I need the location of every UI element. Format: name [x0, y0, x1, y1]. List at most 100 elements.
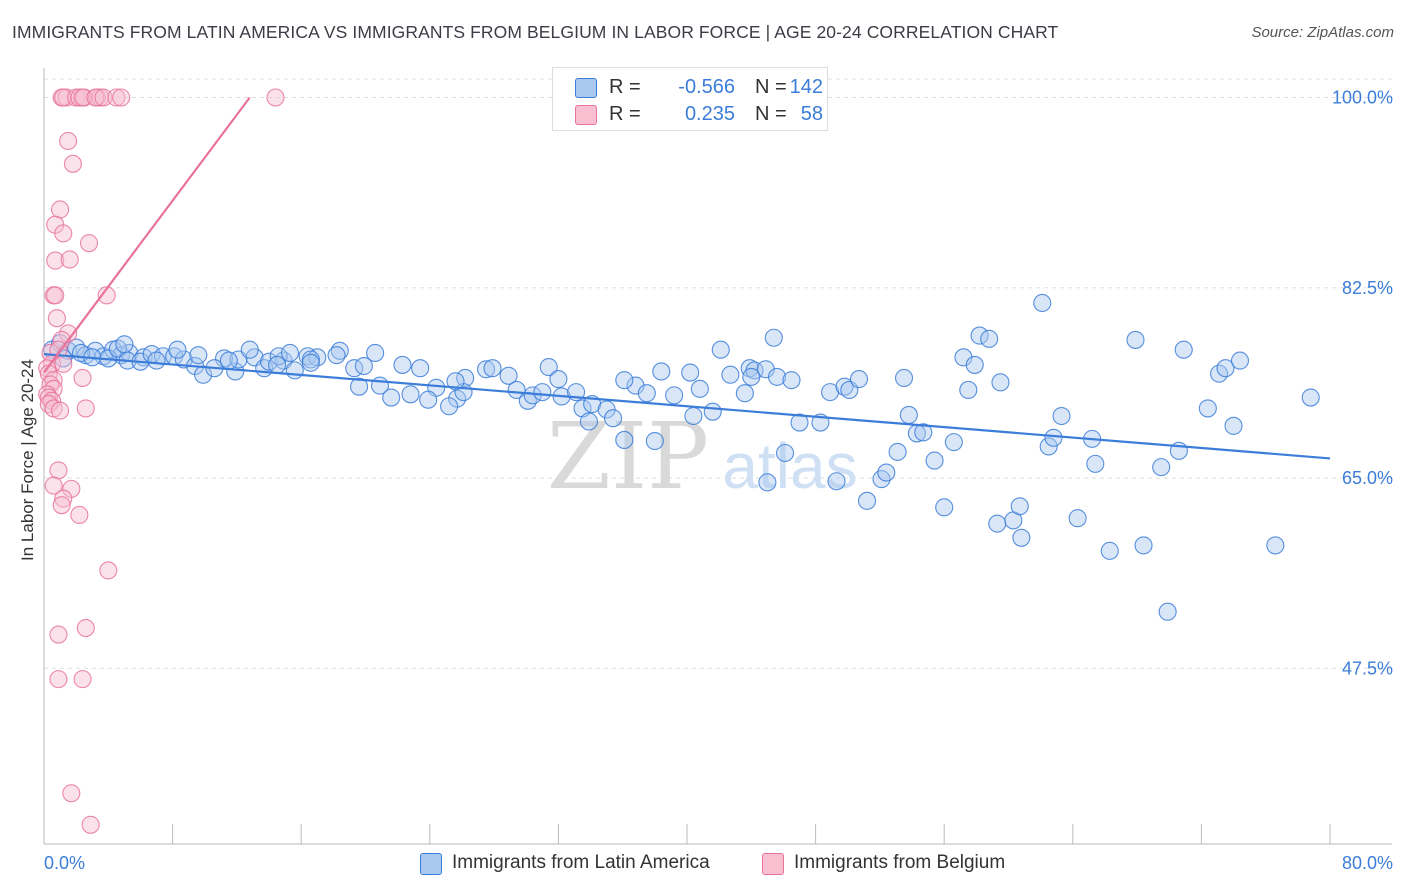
data-point-latin-america [219, 351, 238, 370]
data-point-latin-america [1044, 428, 1063, 447]
data-point-latin-america [894, 368, 914, 388]
data-point-latin-america [189, 346, 208, 365]
data-point-latin-america [533, 383, 552, 402]
data-point-latin-america [782, 371, 801, 390]
legend-r-value: -0.566 [678, 76, 735, 98]
data-point-belgium [59, 131, 78, 151]
data-point-belgium [54, 224, 73, 243]
legend-n-value: 142 [789, 76, 823, 98]
legend-r-label: R = [609, 76, 641, 98]
legend-n-value: 58 [800, 103, 823, 125]
data-point-latin-america [764, 328, 783, 347]
data-point-belgium [70, 505, 89, 525]
data-point-belgium [112, 88, 131, 107]
y-axis-label: In Labor Force | Age 20-24 [18, 359, 37, 561]
data-point-belgium [76, 618, 95, 638]
data-point-latin-america [268, 355, 287, 374]
data-point-latin-america [1266, 536, 1285, 555]
data-point-belgium [266, 88, 285, 107]
data-point-latin-america [959, 380, 978, 399]
data-point-latin-america [1230, 351, 1250, 370]
data-point-belgium [39, 388, 58, 407]
data-point-latin-america [456, 368, 475, 388]
legend-n-label: N = [755, 103, 787, 125]
bottom-legend-label: Immigrants from Latin America [452, 852, 710, 873]
data-point-belgium [94, 88, 113, 107]
y-tick-label: 82.5% [1342, 278, 1393, 298]
data-point-latin-america [965, 355, 984, 374]
data-point-belgium [73, 368, 92, 388]
data-point-latin-america [991, 373, 1010, 392]
data-point-latin-america [615, 430, 634, 450]
data-point-latin-america [637, 384, 656, 403]
x-tick-label: 80.0% [1342, 853, 1393, 873]
data-point-latin-america [1134, 536, 1153, 555]
data-point-belgium [97, 286, 116, 305]
trend-line-belgium [43, 96, 251, 374]
data-point-belgium [54, 489, 73, 508]
data-point-latin-america [446, 372, 465, 391]
trend-lines [43, 96, 1331, 460]
data-point-latin-america [652, 362, 671, 381]
data-point-latin-america [440, 397, 459, 416]
data-point-latin-america [507, 380, 526, 399]
data-point-latin-america [944, 433, 963, 452]
data-point-latin-america [684, 406, 703, 426]
data-point-latin-america [1158, 602, 1177, 621]
data-point-latin-america [711, 340, 730, 359]
data-point-latin-america [980, 329, 999, 348]
data-point-latin-america [925, 451, 944, 470]
gridlines [44, 78, 1392, 669]
data-point-latin-america [1216, 359, 1235, 378]
data-point-latin-america [327, 346, 346, 365]
watermark-zip: ZIP [547, 403, 709, 510]
data-point-latin-america [1174, 340, 1193, 359]
data-point-belgium [81, 815, 100, 834]
legend-swatch-blue [575, 78, 597, 98]
y-tick-label: 100.0% [1332, 88, 1393, 108]
watermark: ZIP atlas [547, 403, 858, 510]
data-point-belgium [49, 625, 68, 644]
data-point-latin-america [790, 413, 809, 432]
data-point-latin-america [1033, 293, 1052, 313]
data-point-latin-america [168, 340, 187, 359]
data-point-latin-america [214, 349, 234, 368]
data-point-belgium [107, 88, 126, 107]
data-point-latin-america [1068, 509, 1087, 528]
data-point-latin-america [419, 390, 438, 409]
data-point-latin-america [758, 473, 777, 492]
data-point-latin-america [549, 370, 568, 389]
data-point-latin-america [857, 491, 877, 510]
legend-swatch-pink [575, 105, 597, 125]
legend-r-value: 0.235 [684, 103, 735, 125]
data-point-latin-america [1126, 330, 1145, 349]
data-point-belgium [79, 234, 99, 253]
data-point-belgium [49, 670, 68, 689]
data-point-belgium [44, 476, 63, 495]
tick-labels: 100.0% 82.5% 65.0% 47.5% 0.0% 80.0% [44, 88, 1393, 874]
data-point-belgium [54, 88, 73, 107]
y-tick-label: 47.5% [1342, 658, 1393, 678]
data-point-belgium [51, 200, 70, 219]
data-point-latin-america [477, 360, 496, 379]
data-point-belgium [51, 401, 70, 420]
x-tick-label: 0.0% [44, 853, 85, 873]
data-point-latin-america [827, 472, 846, 491]
data-point-latin-america [240, 340, 259, 359]
bottom-legend-swatch-blue [420, 853, 442, 875]
data-point-belgium [76, 399, 95, 418]
data-point-latin-america [1052, 406, 1071, 426]
data-point-latin-america [681, 363, 700, 382]
data-point-latin-america [226, 362, 245, 381]
data-point-latin-america [393, 355, 412, 374]
data-point-latin-america [914, 423, 933, 442]
data-point-latin-america [285, 361, 304, 380]
data-point-latin-america [877, 463, 896, 482]
data-point-belgium [52, 496, 71, 515]
data-point-latin-america [354, 356, 373, 376]
data-point-latin-america [579, 412, 598, 431]
data-point-latin-america [899, 405, 918, 424]
chart-title: IMMIGRANTS FROM LATIN AMERICA VS IMMIGRA… [12, 22, 1059, 42]
source-label: Source: ZipAtlas.com [1251, 24, 1394, 41]
